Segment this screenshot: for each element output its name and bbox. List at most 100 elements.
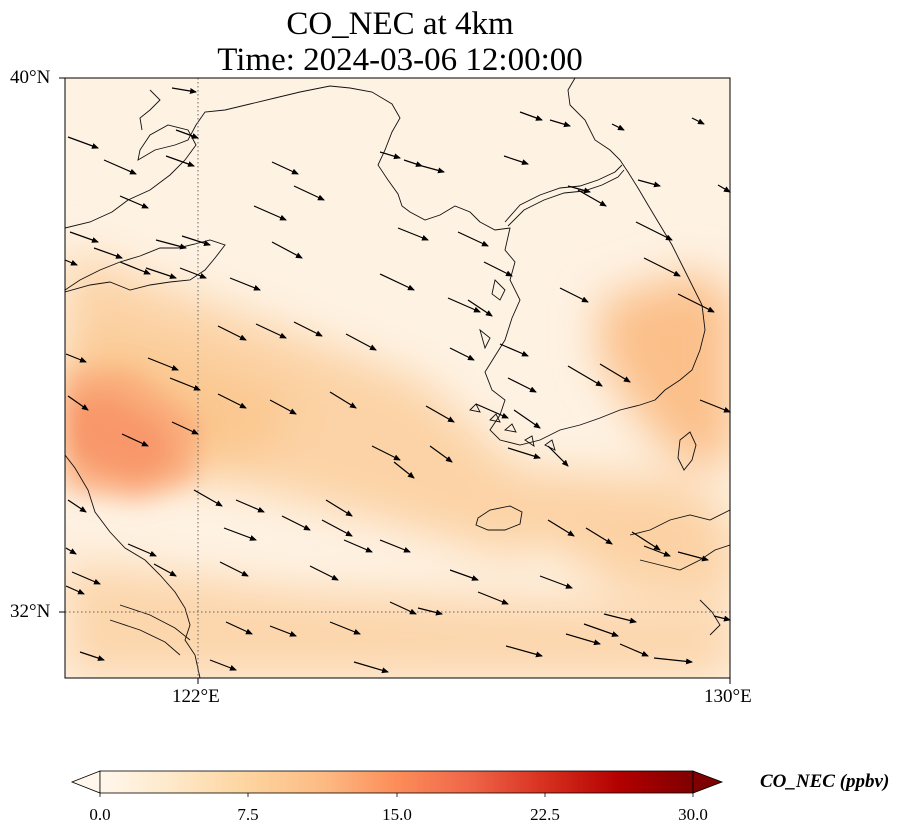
wind-arrow bbox=[417, 607, 443, 616]
wind-arrow bbox=[507, 447, 541, 460]
wind-arrow bbox=[65, 585, 85, 595]
wind-arrow bbox=[217, 325, 247, 341]
colorbar-tick-0: 0.0 bbox=[89, 805, 111, 824]
plume-se-korea bbox=[600, 270, 730, 470]
wind-arrow bbox=[477, 591, 509, 605]
coast-korea-east bbox=[567, 78, 706, 401]
wind-arrow bbox=[293, 185, 325, 201]
wind-arrow bbox=[393, 461, 415, 479]
jeju-island bbox=[475, 505, 523, 531]
wind-arrow bbox=[549, 119, 571, 128]
wind-arrow bbox=[389, 601, 417, 615]
wind-arrow bbox=[619, 643, 649, 657]
wind-arrow bbox=[145, 267, 177, 279]
map-title-line1: CO_NEC at 4km bbox=[286, 6, 514, 42]
islands-sw-korea bbox=[469, 403, 556, 451]
wind-arrow bbox=[71, 571, 101, 585]
wind-arrow bbox=[65, 353, 87, 363]
wind-arrow bbox=[583, 623, 619, 637]
wind-arrow bbox=[209, 659, 237, 671]
wind-arrow bbox=[343, 539, 373, 553]
wind-arrow bbox=[379, 539, 411, 553]
wind-arrow bbox=[103, 159, 137, 175]
tsushima bbox=[677, 431, 697, 471]
map-frame bbox=[64, 77, 731, 679]
wind-arrow bbox=[503, 155, 529, 165]
colorbar-extend-low bbox=[70, 770, 101, 794]
wind-arrow bbox=[217, 393, 247, 409]
lon-tick-label-122e: 122°E bbox=[172, 686, 220, 707]
wind-arrow bbox=[321, 519, 353, 537]
wind-arrow bbox=[447, 297, 481, 313]
coast-yangtze bbox=[109, 604, 191, 656]
wind-arrow bbox=[127, 543, 157, 557]
wind-arrow bbox=[79, 651, 105, 661]
wind-arrow bbox=[713, 615, 731, 622]
wind-arrow bbox=[171, 421, 199, 435]
wind-arrow bbox=[147, 357, 179, 371]
wind-arrow bbox=[181, 235, 211, 247]
wind-arrow bbox=[153, 563, 177, 577]
wind-arrow bbox=[599, 363, 631, 383]
wind-arrow bbox=[271, 161, 299, 175]
colorbar-extend-high bbox=[692, 770, 724, 794]
korea-west-inlet bbox=[479, 279, 506, 350]
wind-arrow bbox=[223, 527, 257, 541]
wind-arrow bbox=[121, 433, 149, 447]
wind-arrow bbox=[155, 239, 187, 250]
plume-shandong-mid bbox=[65, 370, 200, 500]
wind-arrow bbox=[329, 391, 357, 409]
wind-arrow bbox=[165, 155, 195, 167]
wind-arrow bbox=[539, 575, 573, 589]
wind-arrow bbox=[229, 277, 261, 291]
map-title-line2: Time: 2024-03-06 12:00:00 bbox=[217, 42, 583, 78]
wind-arrow bbox=[397, 227, 429, 241]
wind-arrow bbox=[64, 259, 78, 266]
wind-arrow bbox=[353, 661, 389, 674]
wind-arrow bbox=[119, 195, 149, 209]
wind-arrow bbox=[269, 625, 297, 637]
wind-arrow bbox=[717, 184, 731, 193]
wind-arrow bbox=[379, 151, 401, 160]
wind-arrow bbox=[467, 299, 493, 317]
wind-arrow bbox=[585, 527, 613, 545]
kyushu-coast bbox=[629, 509, 730, 636]
wind-arrow bbox=[179, 267, 207, 279]
wind-arrow bbox=[507, 377, 537, 393]
wind-arrow bbox=[325, 499, 353, 517]
wind-arrow bbox=[677, 293, 715, 313]
lat-tick-label-40n: 40°N bbox=[10, 67, 51, 88]
coast-liaodong bbox=[65, 85, 481, 229]
wind-arrow bbox=[379, 273, 415, 291]
wind-arrow bbox=[403, 159, 423, 167]
plume-layer bbox=[65, 250, 730, 678]
gridlines bbox=[65, 78, 730, 678]
coast-bohai-west bbox=[139, 89, 161, 131]
wind-arrow bbox=[567, 365, 603, 387]
plume-southern-edge bbox=[65, 560, 730, 678]
wind-arrow bbox=[169, 377, 201, 391]
wind-arrow bbox=[329, 621, 361, 635]
concentration-field bbox=[65, 78, 730, 678]
wind-arrow bbox=[677, 551, 709, 562]
colorbar-gradient bbox=[99, 770, 694, 794]
colorbar-tick-15: 15.0 bbox=[382, 805, 412, 824]
wind-arrow bbox=[269, 399, 297, 415]
lon-tick-label-130e: 130°E bbox=[704, 686, 752, 707]
wind-arrow bbox=[345, 333, 377, 351]
wind-arrow bbox=[67, 136, 99, 149]
coast-korea-west bbox=[479, 221, 656, 446]
wind-arrow bbox=[475, 403, 509, 419]
wind-arrow bbox=[499, 343, 529, 357]
wind-arrow bbox=[637, 179, 661, 188]
wind-arrow bbox=[175, 129, 199, 139]
wind-arrow bbox=[643, 257, 681, 277]
wind-arrow bbox=[421, 165, 445, 174]
wind-vectors bbox=[64, 87, 731, 674]
plume-yellow-sea-band bbox=[65, 250, 560, 560]
wind-arrow bbox=[309, 565, 339, 581]
wind-arrow bbox=[547, 519, 575, 537]
wind-arrow bbox=[653, 657, 693, 665]
plume-south-korea-sea bbox=[520, 470, 730, 600]
wind-arrow bbox=[449, 569, 479, 581]
